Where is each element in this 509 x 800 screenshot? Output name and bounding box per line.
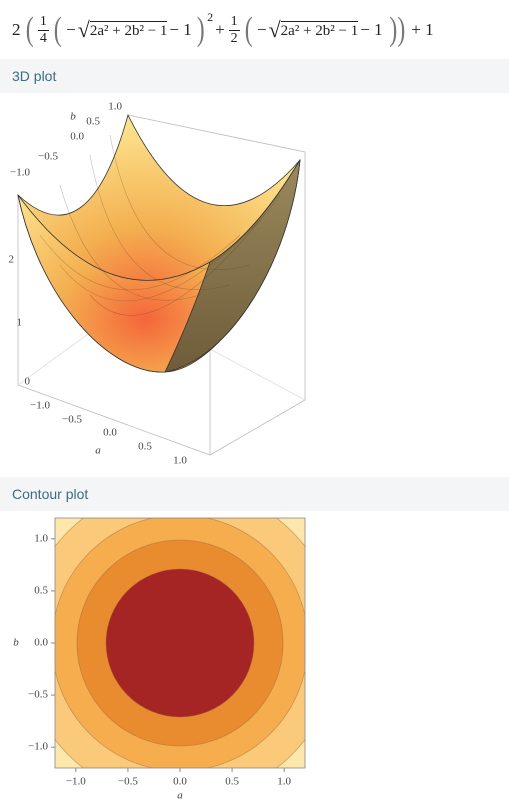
paren: ) [196, 11, 205, 48]
paren: ( [53, 11, 62, 48]
denominator: 2 [230, 30, 238, 46]
z-tick-label: 2 [9, 254, 15, 266]
paren: )) [388, 11, 405, 48]
denominator: 4 [39, 30, 47, 46]
surface-side [164, 159, 301, 373]
a-tick-label: 0.0 [103, 427, 117, 439]
x-tick-label: 0.0 [173, 776, 187, 788]
a-tick-label: −1.0 [30, 400, 50, 412]
numerator: 1 [228, 13, 240, 31]
a-tick-label: 1.0 [173, 455, 187, 467]
numerator: 1 [37, 13, 49, 31]
x-axis-label: a [177, 790, 183, 800]
y-tick-label: 0.5 [34, 584, 48, 596]
y-tick-label: 1.0 [34, 532, 48, 544]
y-tick-label: 0.0 [34, 637, 48, 649]
paren: ( [25, 11, 34, 48]
term: − 1 [360, 20, 383, 39]
x-tick-label: 0.5 [225, 776, 239, 788]
exponent: 2 [207, 10, 214, 24]
b-tick-label: 0.0 [70, 131, 84, 143]
b-axis-label: b [70, 111, 76, 123]
x-tick-label: −0.5 [118, 776, 138, 788]
radicand: 2a² + 2b² − 1 [89, 20, 168, 39]
radicand: 2a² + 2b² − 1 [280, 20, 359, 39]
y-axis-label: b [13, 637, 19, 649]
contours [55, 518, 305, 768]
term: + 1 [411, 20, 434, 39]
b-tick-label: 0.5 [86, 116, 100, 128]
term: − [66, 20, 76, 39]
term: − 1 [169, 20, 192, 39]
section-header: Contour plot [0, 477, 509, 511]
y-tick-label: −0.5 [28, 689, 48, 701]
b-tick-label: 1.0 [108, 101, 122, 113]
section-header: 3D plot [0, 59, 509, 93]
a-tick-label: −0.5 [62, 414, 82, 426]
formula: 2(1 4(− √ 2a² + 2b² − 1− 1) 2 +1 2(− √ 2a² + 2b²… [10, 8, 436, 52]
mesh [39, 134, 281, 316]
b-tick-label: −1.0 [10, 167, 30, 179]
z-tick-label: 1 [17, 317, 23, 329]
root-sign: √ [268, 17, 281, 42]
root-sign: √ [77, 17, 90, 42]
x-tick-label: 1.0 [277, 776, 291, 788]
y-tick-label: −1.0 [28, 741, 48, 753]
a-tick-label: 0.5 [138, 441, 152, 453]
term: + [215, 20, 225, 39]
term: 2 [12, 20, 21, 39]
z-tick-label: 0 [25, 376, 31, 388]
term: − [257, 20, 267, 39]
x-tick-label: −1.0 [66, 776, 86, 788]
b-tick-label: −0.5 [38, 151, 58, 163]
a-axis-label: a [95, 445, 101, 457]
paren: ( [244, 11, 253, 48]
contour-plot: −1.0 −0.5 0.0 0.5 1.0 −1.0 −0.5 0.0 0.5 1.0 a b [13, 517, 306, 800]
